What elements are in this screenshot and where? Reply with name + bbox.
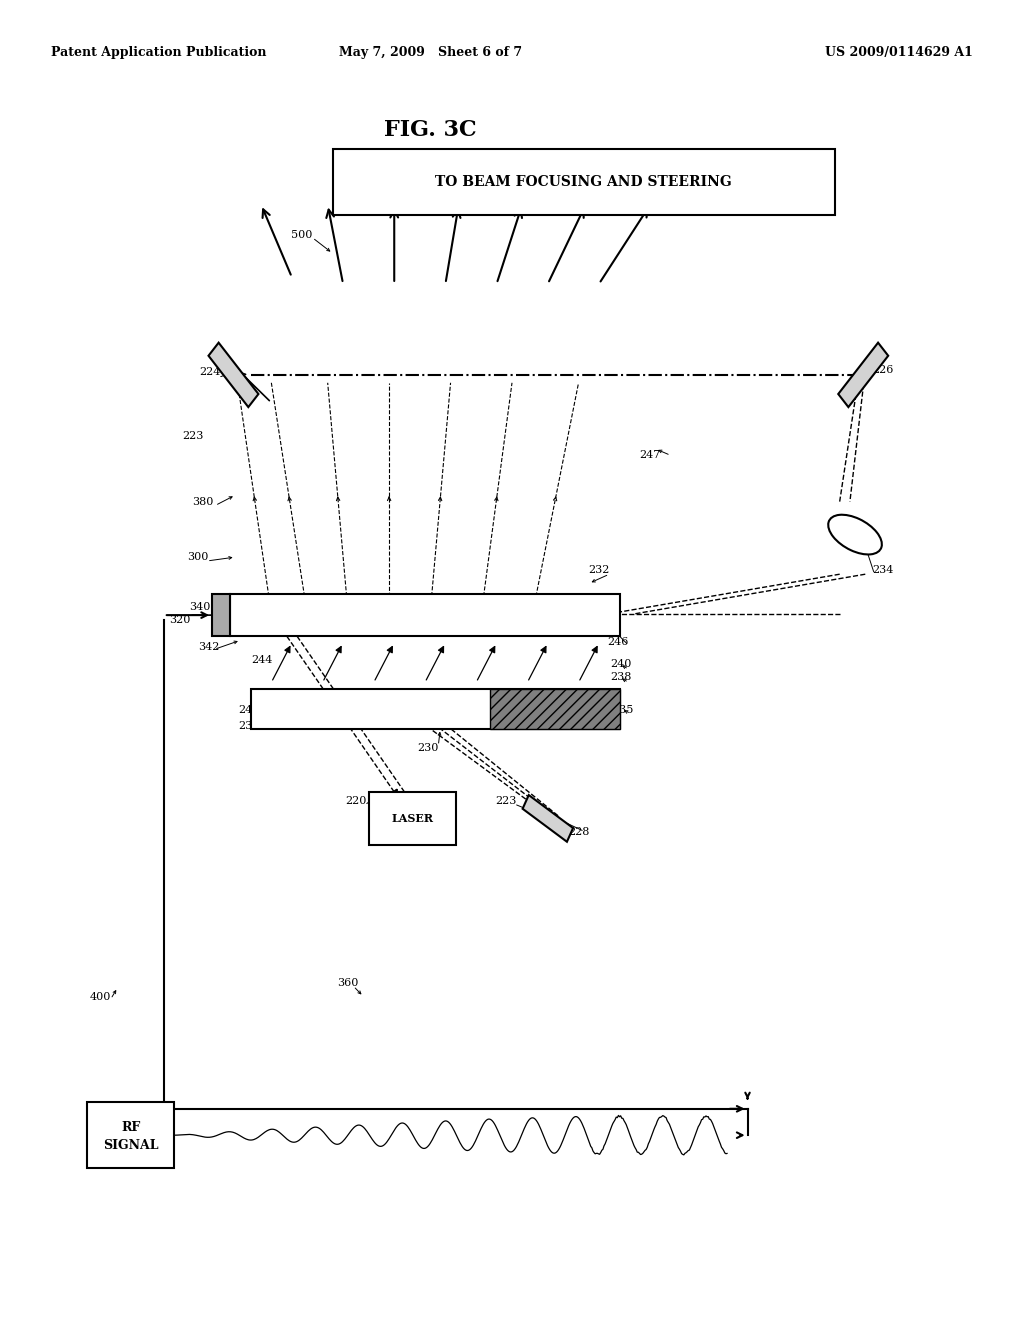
Text: 246: 246	[607, 636, 628, 647]
Text: 223: 223	[496, 796, 516, 807]
Polygon shape	[522, 795, 573, 842]
FancyBboxPatch shape	[490, 689, 620, 729]
Text: 234: 234	[872, 565, 893, 576]
Text: Patent Application Publication: Patent Application Publication	[51, 46, 266, 59]
Text: 342: 342	[199, 642, 219, 652]
FancyBboxPatch shape	[230, 594, 620, 636]
Text: 236: 236	[239, 721, 259, 731]
Ellipse shape	[828, 515, 882, 554]
Text: 240: 240	[610, 659, 631, 669]
FancyBboxPatch shape	[251, 689, 620, 729]
Text: SIGNAL: SIGNAL	[102, 1139, 159, 1152]
Text: LASER: LASER	[391, 813, 433, 824]
FancyBboxPatch shape	[87, 1102, 174, 1168]
Text: 500: 500	[292, 230, 312, 240]
Text: 400: 400	[90, 991, 111, 1002]
Text: TO BEAM FOCUSING AND STEERING: TO BEAM FOCUSING AND STEERING	[435, 176, 732, 189]
FancyBboxPatch shape	[212, 594, 230, 636]
Text: 228: 228	[568, 826, 589, 837]
Text: 340: 340	[189, 602, 210, 612]
Text: RF: RF	[121, 1121, 140, 1134]
Text: US 2009/0114629 A1: US 2009/0114629 A1	[825, 46, 973, 59]
Text: 380: 380	[193, 496, 213, 507]
Text: 360: 360	[338, 978, 358, 989]
Polygon shape	[209, 343, 258, 407]
Text: 247: 247	[640, 450, 660, 461]
Text: FIG. 3C: FIG. 3C	[384, 119, 476, 141]
FancyBboxPatch shape	[369, 792, 456, 845]
Text: 244: 244	[252, 655, 272, 665]
Text: 300: 300	[187, 552, 208, 562]
Text: 232: 232	[589, 565, 609, 576]
Text: 235: 235	[612, 705, 633, 715]
Text: 224: 224	[200, 367, 220, 378]
Text: 220: 220	[346, 796, 367, 807]
Text: 242: 242	[239, 705, 259, 715]
Text: 223: 223	[182, 430, 203, 441]
Text: 320: 320	[170, 615, 190, 626]
Text: 238: 238	[610, 672, 631, 682]
Polygon shape	[839, 343, 888, 407]
Text: 230: 230	[418, 743, 438, 754]
Text: 226: 226	[872, 364, 893, 375]
Text: May 7, 2009   Sheet 6 of 7: May 7, 2009 Sheet 6 of 7	[339, 46, 521, 59]
FancyBboxPatch shape	[333, 149, 835, 215]
